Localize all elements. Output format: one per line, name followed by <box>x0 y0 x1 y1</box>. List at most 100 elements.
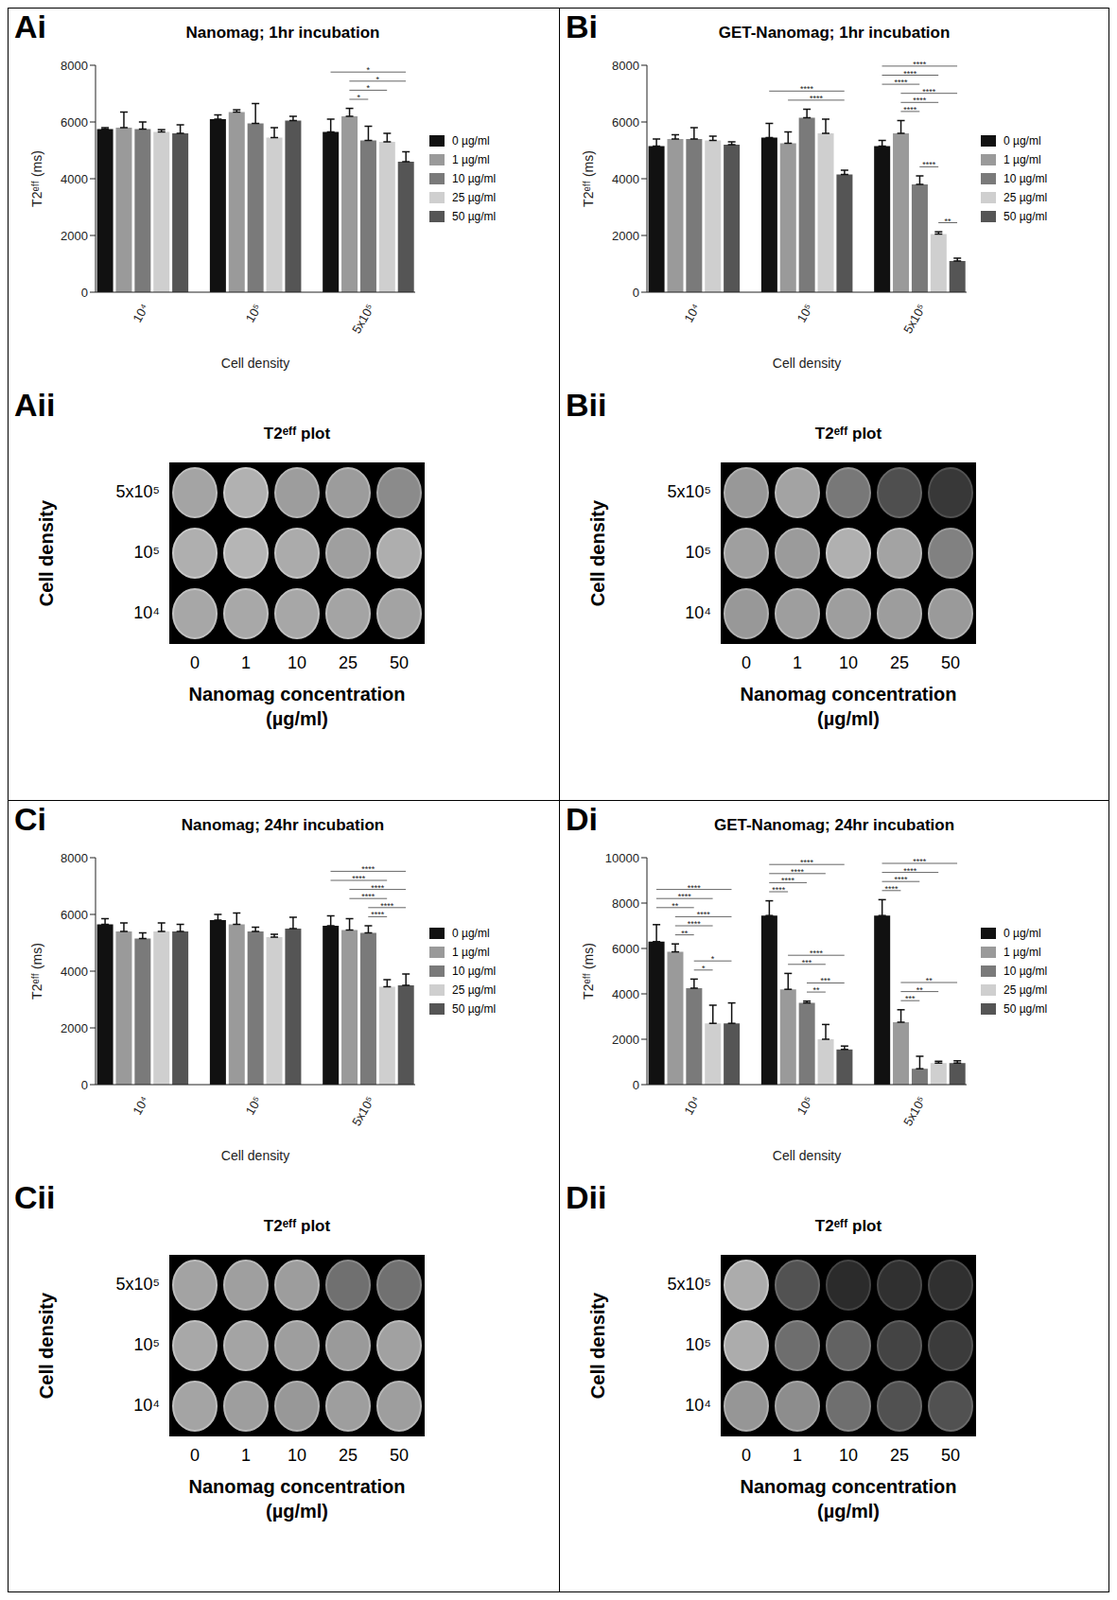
svg-text:****: **** <box>351 873 367 884</box>
svg-text:Cell density: Cell density <box>772 355 841 371</box>
svg-text:10⁴: 10⁴ <box>680 1094 703 1118</box>
svg-text:****: **** <box>809 948 824 959</box>
html-text:Cell density: Cell density <box>35 500 57 607</box>
svg-text:****: **** <box>893 77 908 88</box>
svg-text:***: *** <box>802 958 813 968</box>
svg-text:4000: 4000 <box>60 172 88 187</box>
svg-text:****: **** <box>361 864 376 874</box>
svg-text:10⁴: 10⁴ <box>129 301 152 326</box>
svg-text:10⁵: 10⁵ <box>243 301 265 326</box>
svg-text:****: **** <box>687 919 702 929</box>
svg-text:****: **** <box>912 856 927 867</box>
html-text:Nanomag concentration: Nanomag concentration <box>188 1476 406 1498</box>
svg-text:****: **** <box>884 884 899 894</box>
svg-text:4000: 4000 <box>60 964 88 979</box>
svg-text:****: **** <box>380 901 395 911</box>
svg-text:10000: 10000 <box>605 851 640 866</box>
svg-text:Cell density: Cell density <box>772 1148 841 1164</box>
svg-text:****: **** <box>678 891 693 902</box>
svg-text:*: * <box>357 92 362 103</box>
svg-text:8000: 8000 <box>611 58 640 73</box>
svg-text:****: **** <box>800 84 815 94</box>
html-text:Ai: Ai <box>14 8 47 45</box>
svg-text:**: ** <box>944 216 953 227</box>
svg-text:8000: 8000 <box>611 896 640 911</box>
svg-text:*: * <box>701 963 706 974</box>
svg-text:T2ᵉᶠᶠ (ms): T2ᵉᶠᶠ (ms) <box>580 942 596 1000</box>
svg-text:T2ᵉᶠᶠ (ms): T2ᵉᶠᶠ (ms) <box>29 942 45 1000</box>
svg-text:6000: 6000 <box>611 942 640 957</box>
svg-text:*: * <box>366 83 371 93</box>
html-text:Cii: Cii <box>14 1179 56 1216</box>
svg-text:***: *** <box>905 994 916 1004</box>
html-text:Di: Di <box>565 801 598 838</box>
svg-text:10⁵: 10⁵ <box>794 301 817 326</box>
svg-text:T2ᵉᶠᶠ (ms): T2ᵉᶠᶠ (ms) <box>29 150 45 208</box>
svg-text:Cell density: Cell density <box>221 1148 290 1164</box>
svg-text:**: ** <box>916 985 925 995</box>
svg-text:**: ** <box>680 928 689 939</box>
svg-text:**: ** <box>671 901 680 911</box>
svg-text:0: 0 <box>632 285 640 300</box>
svg-text:**: ** <box>925 976 934 986</box>
svg-text:8000: 8000 <box>60 851 88 866</box>
html-text:Cell density: Cell density <box>586 500 608 607</box>
svg-text:****: **** <box>370 883 385 893</box>
html-text:(µg/ml): (µg/ml) <box>265 708 329 730</box>
svg-text:****: **** <box>922 159 937 170</box>
svg-text:6000: 6000 <box>60 907 88 923</box>
svg-text:****: **** <box>800 857 815 868</box>
svg-text:4000: 4000 <box>611 987 640 1002</box>
svg-text:****: **** <box>781 875 796 886</box>
html-text:Cell density: Cell density <box>35 1292 57 1399</box>
svg-text:****: **** <box>922 87 937 97</box>
svg-text:2000: 2000 <box>60 1021 88 1036</box>
svg-text:****: **** <box>790 867 805 877</box>
html-text:Ci: Ci <box>14 801 47 838</box>
svg-text:****: **** <box>809 93 824 104</box>
svg-text:6000: 6000 <box>611 115 640 130</box>
svg-text:**: ** <box>812 985 821 995</box>
svg-text:2000: 2000 <box>611 1032 640 1048</box>
svg-text:*: * <box>711 954 716 964</box>
html-text:Dii: Dii <box>565 1179 607 1216</box>
svg-text:****: **** <box>893 874 908 885</box>
html-text:Nanomag concentration: Nanomag concentration <box>188 683 406 705</box>
svg-text:10⁴: 10⁴ <box>680 301 703 326</box>
svg-text:*: * <box>375 74 380 85</box>
svg-text:****: **** <box>903 104 918 115</box>
svg-text:****: **** <box>912 95 927 105</box>
svg-text:****: **** <box>912 59 927 70</box>
svg-text:2000: 2000 <box>611 228 640 244</box>
svg-text:6000: 6000 <box>60 115 88 130</box>
html-text:(µg/ml): (µg/ml) <box>817 708 880 730</box>
svg-text:5x10⁵: 5x10⁵ <box>900 1094 929 1130</box>
html-text:Bi: Bi <box>565 8 598 45</box>
svg-text:***: *** <box>820 976 832 986</box>
svg-text:0: 0 <box>81 1078 88 1093</box>
svg-text:5x10⁵: 5x10⁵ <box>349 1094 378 1130</box>
svg-text:****: **** <box>903 866 918 876</box>
svg-text:0: 0 <box>632 1078 640 1093</box>
svg-text:T2ᵉᶠᶠ (ms): T2ᵉᶠᶠ (ms) <box>580 150 596 208</box>
svg-text:****: **** <box>771 885 786 895</box>
svg-text:10⁴: 10⁴ <box>129 1094 152 1118</box>
svg-text:Cell density: Cell density <box>221 355 290 371</box>
svg-text:8000: 8000 <box>60 58 88 73</box>
svg-text:****: **** <box>697 909 712 920</box>
svg-text:10⁵: 10⁵ <box>243 1094 265 1118</box>
svg-text:****: **** <box>361 891 376 902</box>
svg-text:4000: 4000 <box>611 172 640 187</box>
svg-text:5x10⁵: 5x10⁵ <box>900 301 929 337</box>
svg-text:0: 0 <box>81 285 88 300</box>
svg-text:****: **** <box>370 909 385 920</box>
html-text:Nanomag concentration: Nanomag concentration <box>740 683 957 705</box>
svg-text:*: * <box>366 65 371 75</box>
svg-text:5x10⁵: 5x10⁵ <box>349 301 378 337</box>
svg-text:****: **** <box>687 883 702 893</box>
html-text:Bii: Bii <box>565 386 607 423</box>
svg-text:2000: 2000 <box>60 228 88 244</box>
svg-text:10⁵: 10⁵ <box>794 1094 817 1118</box>
html-text:Aii: Aii <box>14 386 56 423</box>
svg-text:****: **** <box>903 69 918 79</box>
